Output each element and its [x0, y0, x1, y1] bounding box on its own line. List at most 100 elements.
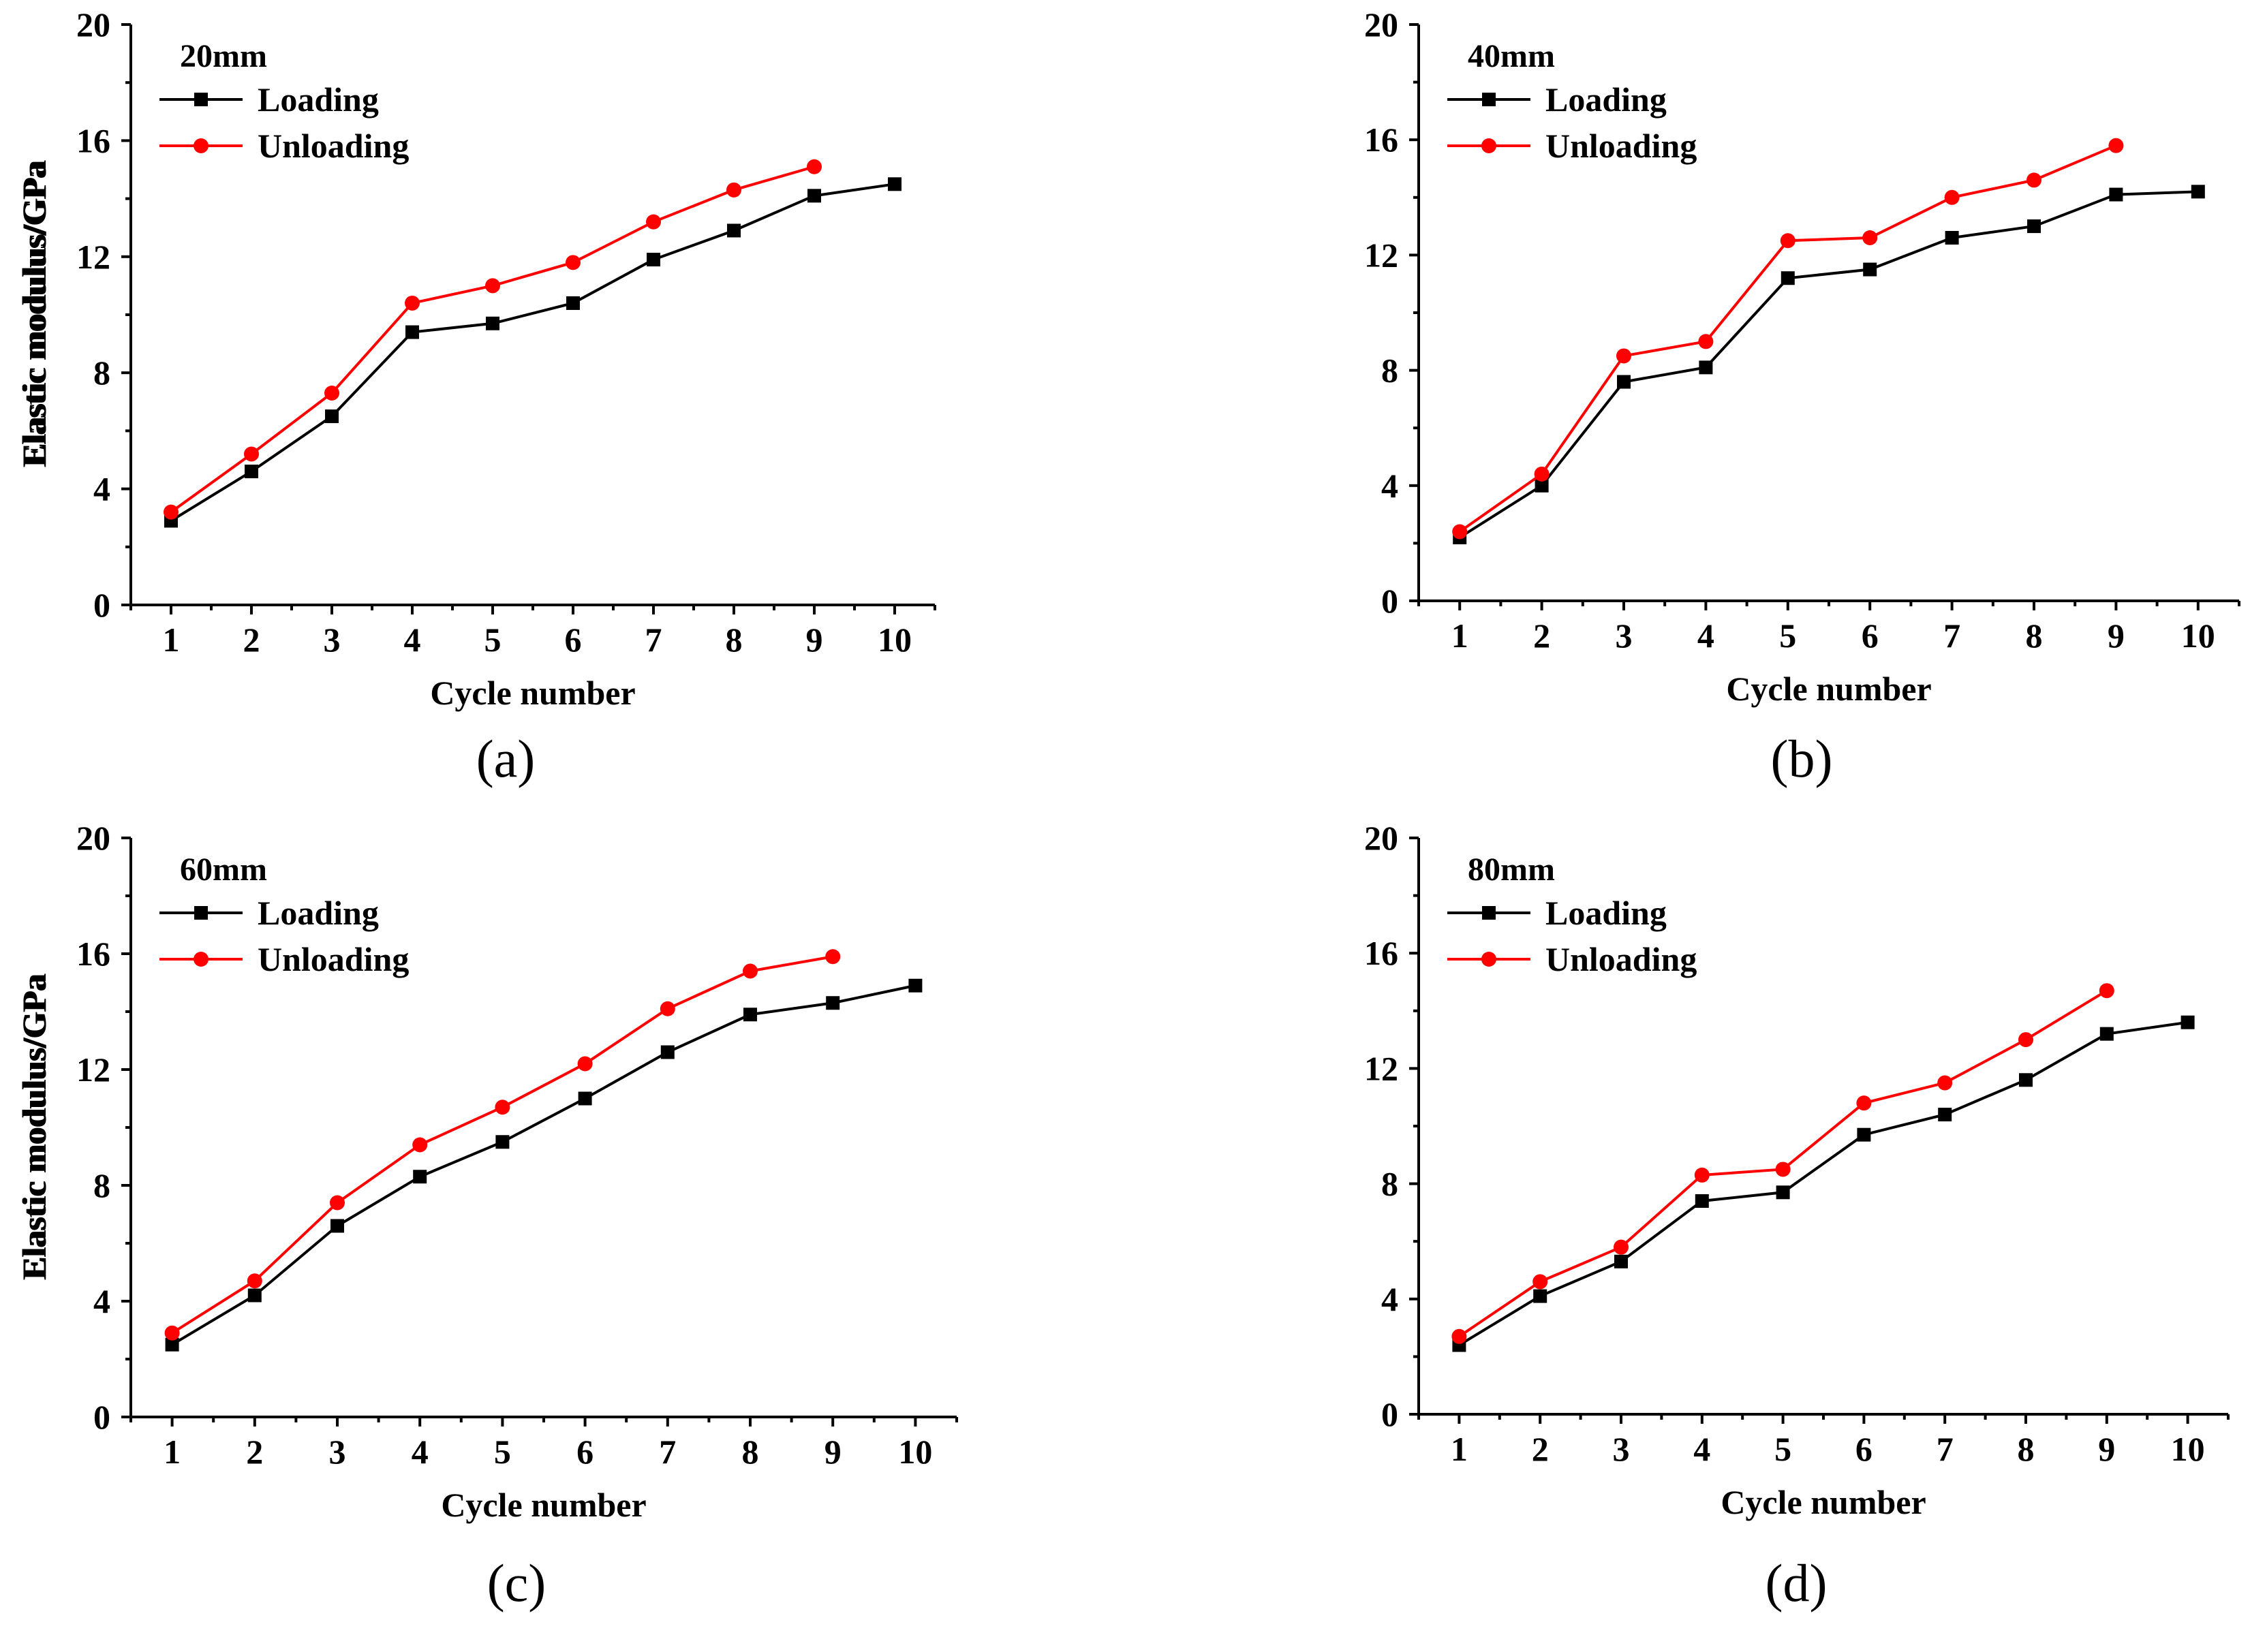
- data-point-loading: [405, 325, 419, 339]
- x-tick-label: 6: [576, 1433, 594, 1471]
- x-tick-label: 6: [1862, 617, 1879, 655]
- series-line-loading: [170, 183, 895, 523]
- data-point-unloading: [807, 159, 822, 174]
- legend-label: Loading: [258, 894, 379, 932]
- x-axis-title: Cycle number: [1721, 1483, 1926, 1521]
- data-point-unloading: [2108, 138, 2124, 153]
- data-point-unloading: [825, 949, 841, 965]
- legend-label: Loading: [1545, 894, 1667, 932]
- x-tick-label: 6: [1855, 1430, 1873, 1468]
- data-point-unloading: [577, 1056, 593, 1072]
- data-point-loading: [1614, 1254, 1628, 1268]
- legend-marker-loading: [1482, 906, 1496, 920]
- data-point-unloading: [566, 255, 581, 270]
- data-point-loading: [495, 1135, 510, 1149]
- data-point-loading: [908, 978, 923, 993]
- x-tick-label: 10: [878, 621, 912, 659]
- data-point-unloading: [1775, 1162, 1791, 1177]
- x-tick-label: 10: [2181, 617, 2215, 655]
- x-tick-label: 8: [2018, 1430, 2035, 1468]
- data-point-unloading: [324, 386, 339, 401]
- y-tick-label: 4: [1381, 1280, 1398, 1318]
- data-point-unloading: [1532, 1274, 1548, 1290]
- y-tick-label: 8: [93, 1166, 110, 1204]
- x-tick-label: 9: [806, 621, 823, 659]
- data-point-unloading: [405, 295, 420, 311]
- data-point-unloading: [1862, 230, 1878, 246]
- axes-frame: [1417, 838, 2228, 1416]
- data-point-unloading: [1698, 334, 1714, 349]
- legend-label: Unloading: [258, 127, 409, 165]
- series-line-loading: [171, 984, 916, 1346]
- data-point-unloading: [1780, 233, 1796, 249]
- data-point-loading: [1617, 375, 1631, 389]
- axes-frame: [129, 838, 957, 1418]
- y-tick-label: 12: [76, 238, 110, 276]
- data-point-loading: [1945, 231, 1959, 245]
- data-point-loading: [743, 1008, 757, 1022]
- legend-marker-unloading: [1481, 952, 1496, 967]
- data-point-loading: [1695, 1194, 1709, 1208]
- series-line-loading: [1459, 190, 2198, 539]
- legend-marker-unloading: [194, 952, 209, 967]
- series-line-unloading: [1459, 144, 2117, 533]
- y-tick-label: 12: [1364, 1049, 1398, 1087]
- y-tick-label: 0: [93, 1398, 110, 1436]
- data-point-loading: [566, 296, 580, 310]
- data-point-loading: [1857, 1127, 1871, 1142]
- inset-title: 80mm: [1468, 852, 1555, 888]
- panel-label: (b): [1771, 729, 1833, 788]
- y-tick-label: 8: [1381, 1165, 1398, 1203]
- x-tick-label: 9: [825, 1433, 842, 1471]
- x-tick-label: 4: [1697, 617, 1714, 655]
- legend-marker-unloading: [1481, 138, 1496, 153]
- legend-label: Loading: [1545, 80, 1667, 119]
- inset-title: 60mm: [180, 852, 267, 888]
- x-tick-label: 7: [1943, 617, 1960, 655]
- y-tick-label: 12: [76, 1050, 110, 1089]
- data-point-loading: [2099, 1027, 2114, 1041]
- data-point-unloading: [495, 1100, 510, 1115]
- legend-label: Unloading: [1545, 940, 1697, 978]
- data-point-loading: [807, 189, 821, 203]
- data-point-loading: [330, 1219, 344, 1233]
- x-tick-label: 5: [1779, 617, 1796, 655]
- x-tick-label: 5: [484, 621, 502, 659]
- x-tick-label: 10: [898, 1433, 932, 1471]
- x-tick-label: 2: [1533, 617, 1550, 655]
- data-point-loading: [2109, 187, 2123, 202]
- y-tick-label: 20: [76, 5, 110, 44]
- axes-frame: [129, 25, 935, 606]
- x-tick-label: 1: [163, 621, 180, 659]
- inset-title: 40mm: [1468, 38, 1555, 74]
- data-point-loading: [1781, 271, 1795, 285]
- legend-marker-loading: [1482, 93, 1496, 106]
- x-tick-label: 4: [404, 621, 421, 659]
- data-point-loading: [888, 177, 901, 191]
- x-tick-label: 8: [2026, 617, 2043, 655]
- x-tick-label: 6: [565, 621, 582, 659]
- x-tick-label: 8: [726, 621, 743, 659]
- data-point-loading: [165, 1337, 179, 1352]
- x-tick-label: 2: [243, 621, 260, 659]
- data-point-loading: [2191, 185, 2205, 199]
- y-axis-title: Elastic modulus/GPa: [15, 160, 53, 466]
- data-point-unloading: [485, 278, 500, 294]
- legend-marker-unloading: [194, 138, 209, 153]
- data-point-unloading: [2099, 983, 2114, 999]
- x-tick-label: 8: [742, 1433, 759, 1471]
- data-point-unloading: [1614, 1239, 1629, 1255]
- x-tick-label: 3: [324, 621, 341, 659]
- x-tick-label: 7: [645, 621, 662, 659]
- y-tick-label: 4: [93, 1282, 110, 1320]
- y-tick-label: 16: [1364, 934, 1398, 972]
- axes-frame: [1417, 25, 2239, 602]
- y-axis-title: Elastic modulus/GPa: [15, 975, 53, 1281]
- x-tick-label: 7: [659, 1433, 676, 1471]
- x-tick-label: 1: [164, 1433, 181, 1471]
- data-point-loading: [2019, 1073, 2033, 1087]
- y-tick-label: 16: [76, 121, 110, 159]
